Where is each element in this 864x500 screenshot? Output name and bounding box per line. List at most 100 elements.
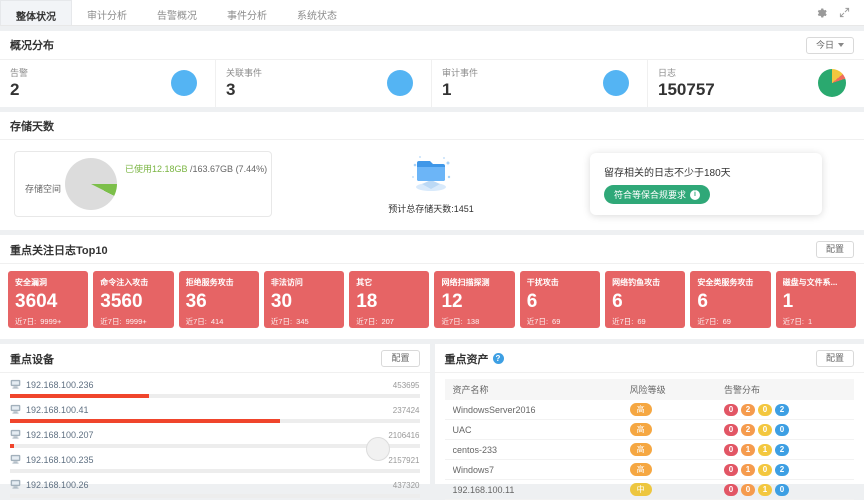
storage-total-value: /163.67GB (7.44%) <box>188 164 268 174</box>
assets-title: 重点资产 <box>445 351 489 367</box>
top10-card[interactable]: 网络钓鱼攻击 6 近7日:69 <box>605 271 685 328</box>
question-circle-icon[interactable]: ? <box>493 353 504 364</box>
storage-usage-pie <box>65 158 117 210</box>
storage-used-value: 已使用12.18GB <box>125 164 188 174</box>
metric-value: 1 <box>442 81 478 100</box>
metric-label: 日志 <box>658 66 715 79</box>
top10-card[interactable]: 网络扫描探测 12 近7日:138 <box>434 271 514 328</box>
storage-section: 存储天数 存储空间 已使用12.18GB /163.67GB (7.44%) <box>0 112 864 230</box>
column-alert-distribution: 告警分布 <box>724 383 846 396</box>
top10-card-recent: 近7日:69 <box>527 316 593 327</box>
top10-card-title: 拒绝服务攻击 <box>186 277 252 288</box>
top10-card-recent: 近7日:138 <box>441 316 507 327</box>
top-tab-bar: 整体状况 审计分析 告警概况 事件分析 系统状态 <box>0 0 864 26</box>
storage-usage-text: 已使用12.18GB /163.67GB (7.44%) <box>125 162 267 175</box>
top10-card[interactable]: 干扰攻击 6 近7日:69 <box>520 271 600 328</box>
top10-card-list: 安全漏洞 3604 近7日:9999+ 命令注入攻击 3560 近7日:9999… <box>0 264 864 339</box>
top10-card[interactable]: 安全漏洞 3604 近7日:9999+ <box>8 271 88 328</box>
alert-count-pill: 2 <box>741 404 755 416</box>
top10-config-button[interactable]: 配置 <box>816 241 854 258</box>
device-row[interactable]: 192.168.100.41 237424 <box>10 404 420 423</box>
compliance-label: 符合等保合规要求 <box>614 188 686 201</box>
device-bar-fill <box>10 419 280 423</box>
device-count: 2157921 <box>388 456 419 465</box>
monitor-icon <box>10 429 21 441</box>
assets-config-button[interactable]: 配置 <box>816 350 854 367</box>
gear-icon[interactable] <box>815 7 827 19</box>
expand-arrows-icon[interactable] <box>839 7 850 18</box>
device-row[interactable]: 192.168.100.235 2157921 <box>10 454 420 473</box>
top10-card-title: 干扰攻击 <box>527 277 593 288</box>
device-count: 437320 <box>393 481 420 490</box>
devices-config-button[interactable]: 配置 <box>381 350 419 367</box>
top10-card-title: 安全类服务攻击 <box>697 277 763 288</box>
alert-count-pill: 2 <box>775 444 789 456</box>
device-bar-fill <box>10 444 14 448</box>
alert-count-pill: 0 <box>741 484 755 496</box>
monitor-icon <box>10 404 21 416</box>
alert-count-pill: 0 <box>724 404 738 416</box>
chevron-down-icon <box>838 43 844 47</box>
device-count: 237424 <box>393 406 420 415</box>
top10-card[interactable]: 安全类服务攻击 6 近7日:69 <box>690 271 770 328</box>
device-count: 453695 <box>393 381 420 390</box>
asset-name: UAC <box>453 425 630 435</box>
floating-action-button[interactable] <box>366 437 390 461</box>
alert-count-pill: 1 <box>758 484 772 496</box>
top10-card-value: 1 <box>783 292 849 311</box>
device-row[interactable]: 192.168.100.236 453695 <box>10 379 420 398</box>
devices-panel: 重点设备 配置 192.168.100.236 453695 192.168.1… <box>0 344 430 484</box>
device-ip: 192.168.100.41 <box>26 405 89 415</box>
alert-count-pill: 2 <box>775 464 789 476</box>
risk-badge: 高 <box>630 463 652 476</box>
compliance-badge[interactable]: 符合等保合规要求 i <box>604 185 710 204</box>
top10-card-value: 6 <box>697 292 763 311</box>
tab[interactable]: 事件分析 <box>212 0 282 25</box>
date-range-dropdown[interactable]: 今日 <box>806 37 854 54</box>
top10-card[interactable]: 非法访问 30 近7日:345 <box>264 271 344 328</box>
top10-card[interactable]: 磁盘与文件系... 1 近7日:1 <box>776 271 856 328</box>
blue-circle-icon <box>603 70 629 96</box>
retention-note-text: 留存相关的日志不少于180天 <box>604 164 808 179</box>
top10-card-value: 6 <box>612 292 678 311</box>
device-row[interactable]: 192.168.100.26 437320 <box>10 479 420 498</box>
top10-card-title: 其它 <box>356 277 422 288</box>
top10-card[interactable]: 其它 18 近7日:207 <box>349 271 429 328</box>
tab[interactable]: 系统状态 <box>282 0 352 25</box>
top10-card-recent: 近7日:9999+ <box>15 316 81 327</box>
top10-card-value: 36 <box>186 292 252 311</box>
metric-card: 关联事件 3 <box>216 60 432 108</box>
overview-title: 概况分布 <box>10 37 54 53</box>
overview-section: 概况分布 今日 告警 2 关联事件 3 审计事件 1 日志 150757 <box>0 31 864 107</box>
tab[interactable]: 整体状况 <box>0 0 72 25</box>
top10-card-recent: 近7日:207 <box>356 316 422 327</box>
overview-metrics: 告警 2 关联事件 3 审计事件 1 日志 150757 <box>0 60 864 108</box>
top10-card-recent: 近7日:9999+ <box>100 316 166 327</box>
alert-count-pill: 0 <box>724 444 738 456</box>
device-row[interactable]: 192.168.100.207 2106416 <box>10 429 420 448</box>
asset-name: centos-233 <box>453 445 630 455</box>
retention-note-card: 留存相关的日志不少于180天 符合等保合规要求 i <box>590 153 822 215</box>
metric-card: 告警 2 <box>0 60 216 108</box>
alert-count-pill: 0 <box>758 464 772 476</box>
tab-list: 整体状况 审计分析 告警概况 事件分析 系统状态 <box>0 0 352 25</box>
top10-card[interactable]: 命令注入攻击 3560 近7日:9999+ <box>93 271 173 328</box>
top10-card-title: 非法访问 <box>271 277 337 288</box>
metric-card: 日志 150757 <box>648 60 864 108</box>
monitor-icon <box>10 479 21 491</box>
risk-badge: 高 <box>630 443 652 456</box>
device-ip: 192.168.100.26 <box>26 480 89 490</box>
tab[interactable]: 审计分析 <box>72 0 142 25</box>
tab[interactable]: 告警概况 <box>142 0 212 25</box>
device-bar-track <box>10 394 420 398</box>
device-bar-track <box>10 494 420 498</box>
top10-card[interactable]: 拒绝服务攻击 36 近7日:414 <box>179 271 259 328</box>
column-asset-name: 资产名称 <box>453 383 630 396</box>
